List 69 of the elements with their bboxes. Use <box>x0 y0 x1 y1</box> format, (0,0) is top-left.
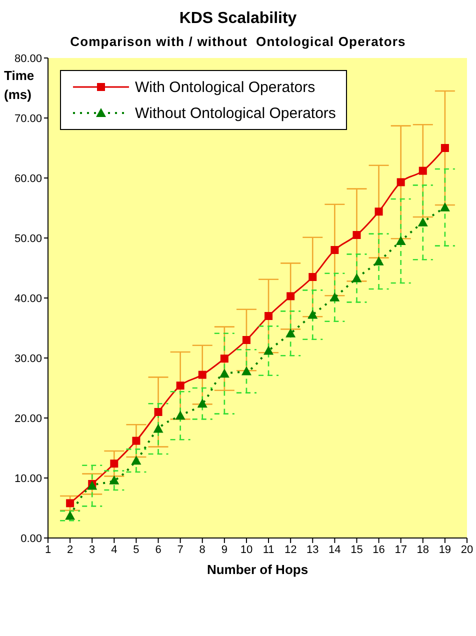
x-tick-label: 7 <box>177 544 184 556</box>
y-tick-label: 10.00 <box>14 472 42 485</box>
y-tick-label: 0.00 <box>20 532 42 545</box>
point <box>418 166 427 175</box>
x-tick-label: 13 <box>306 544 319 556</box>
x-tick-label: 5 <box>133 544 140 556</box>
point <box>242 336 250 344</box>
point <box>264 312 273 320</box>
point <box>396 236 406 245</box>
x-tick-label: 8 <box>199 544 206 556</box>
point <box>374 208 383 216</box>
point <box>396 178 405 186</box>
point <box>241 366 252 376</box>
x-tick-label: 4 <box>111 544 118 556</box>
chart-subtitle: Comparison with / without Ontological Operators <box>69 34 407 49</box>
legend-label: Without Ontological Operators <box>135 104 336 122</box>
point <box>175 410 186 420</box>
x-tick-label: 10 <box>240 544 253 556</box>
x-axis-title: Number of Hops <box>206 562 308 577</box>
point <box>286 328 296 338</box>
point <box>330 246 339 254</box>
x-tick-label: 17 <box>394 544 407 556</box>
y-tick-label: 50.00 <box>14 232 42 245</box>
x-tick-label: 15 <box>350 544 363 556</box>
point <box>308 310 318 319</box>
y-tick-label: 60.00 <box>14 172 42 185</box>
x-tick-label: 16 <box>372 544 385 556</box>
x-tick-label: 14 <box>328 544 341 556</box>
point <box>352 273 362 282</box>
point <box>198 370 206 379</box>
point <box>418 217 428 226</box>
point <box>65 510 76 520</box>
point <box>308 273 317 281</box>
point <box>264 346 274 355</box>
legend-label: With Ontological Operators <box>135 78 316 96</box>
y-axis-title: Time (ms) <box>4 67 34 104</box>
point <box>176 382 184 390</box>
point <box>330 292 340 302</box>
x-tick-label: 12 <box>284 544 297 556</box>
point <box>440 144 449 152</box>
point <box>132 436 140 445</box>
point <box>219 368 230 378</box>
point <box>220 354 228 363</box>
y-tick-label: 80.00 <box>14 52 42 65</box>
x-tick-label: 18 <box>416 544 430 556</box>
x-tick-label: 19 <box>438 544 452 556</box>
point <box>131 456 142 465</box>
y-tick-label: 30.00 <box>14 352 42 365</box>
point <box>197 398 208 408</box>
x-tick-label: 2 <box>66 544 74 556</box>
point <box>374 256 384 266</box>
point <box>153 424 164 433</box>
point <box>66 499 74 508</box>
y-tick-label: 70.00 <box>14 112 42 125</box>
x-tick-label: 6 <box>155 544 162 556</box>
chart-title: KDS Scalability <box>178 10 298 28</box>
x-tick-label: 11 <box>262 544 274 556</box>
x-tick-label: 3 <box>89 544 96 556</box>
y-tick-label: 20.00 <box>14 412 42 425</box>
x-tick-label: 20 <box>460 544 474 556</box>
x-tick-label: 9 <box>221 544 228 556</box>
point <box>109 475 120 484</box>
point <box>110 460 118 468</box>
y-tick-label: 40.00 <box>14 292 42 305</box>
point <box>154 408 162 416</box>
point <box>440 202 450 212</box>
point <box>286 292 295 300</box>
point <box>352 231 361 239</box>
x-tick-label: 1 <box>44 544 52 556</box>
